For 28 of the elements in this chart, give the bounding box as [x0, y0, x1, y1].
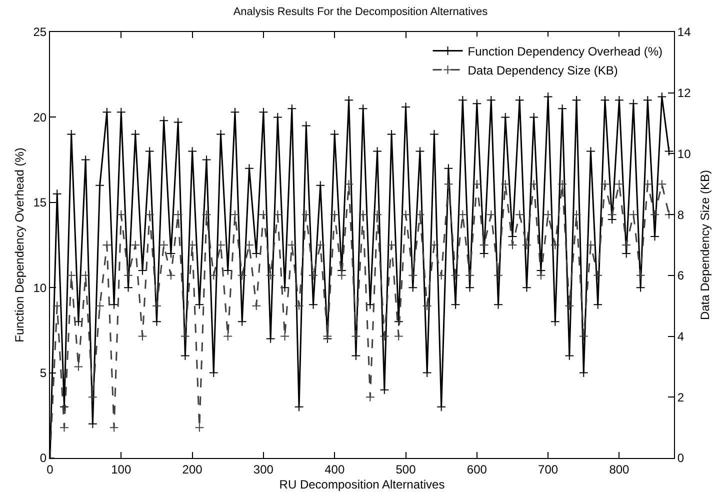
- x-tick-label: 600: [466, 462, 488, 476]
- y-tick-label: 10: [33, 280, 47, 295]
- x-tick-label: 300: [253, 462, 274, 476]
- y-tick-label: 0: [40, 451, 47, 466]
- y2-tick-label: 2: [677, 390, 684, 404]
- legend-label: Data Dependency Size (KB): [468, 63, 618, 78]
- x-tick-label: 100: [111, 462, 132, 476]
- x-axis-title: RU Decomposition Alternatives: [279, 477, 445, 492]
- y2-tick-label: 12: [677, 86, 692, 100]
- y2-tick-label: 10: [677, 146, 692, 161]
- x-tick-label: 200: [182, 462, 203, 476]
- y2-axis-title: Data Dependency Size (KB): [698, 170, 712, 320]
- y2-tick-label: 6: [677, 268, 684, 283]
- legend-label: Function Dependency Overhead (%): [468, 44, 663, 58]
- x-tick-label: 800: [609, 462, 630, 476]
- y2-tick-label: 8: [677, 208, 684, 222]
- y-tick-label: 5: [40, 366, 47, 380]
- y-tick-label: 15: [33, 196, 47, 210]
- y-tick-label: 20: [33, 110, 47, 124]
- x-tick-label: 500: [396, 462, 416, 476]
- x-tick-label: 700: [538, 462, 558, 476]
- y2-tick-label: 0: [677, 451, 684, 466]
- y-axis-title: Function Dependency Overhead (%): [12, 148, 27, 342]
- y-tick-label: 25: [33, 25, 47, 40]
- y2-tick-label: 14: [677, 25, 692, 40]
- x-tick-label: 400: [324, 462, 345, 476]
- y2-tick-label: 4: [677, 329, 684, 344]
- chart-title: Analysis Results For the Decomposition Alternatives: [233, 6, 488, 18]
